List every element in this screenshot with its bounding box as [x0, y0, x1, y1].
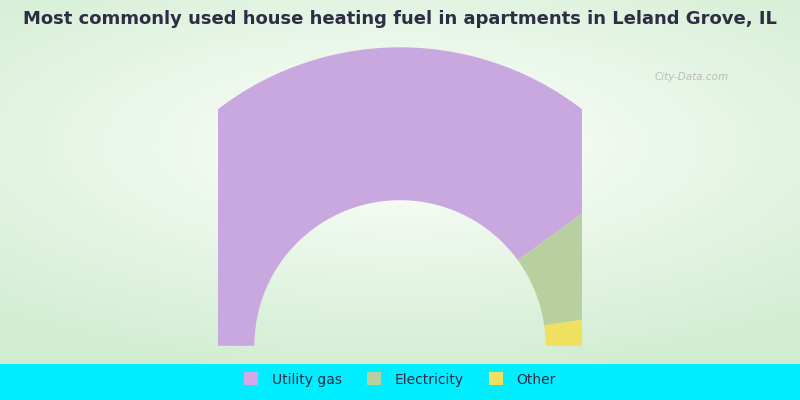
- Text: City-Data.com: City-Data.com: [655, 72, 729, 82]
- Text: Most commonly used house heating fuel in apartments in Leland Grove, IL: Most commonly used house heating fuel in…: [23, 10, 777, 28]
- Polygon shape: [518, 170, 695, 325]
- Polygon shape: [544, 304, 698, 346]
- Legend: Utility gas, Electricity, Other: Utility gas, Electricity, Other: [238, 368, 562, 392]
- Polygon shape: [102, 47, 642, 346]
